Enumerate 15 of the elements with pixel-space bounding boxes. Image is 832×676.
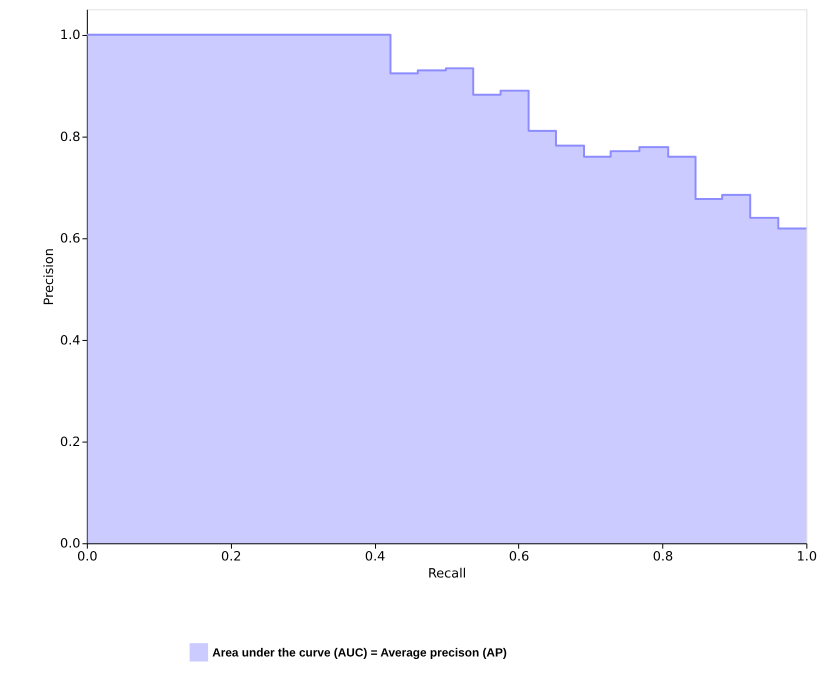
y-tick-label: 0.8 bbox=[60, 130, 80, 145]
x-tick-label: 0.0 bbox=[77, 550, 98, 565]
x-tick-label: 0.2 bbox=[221, 550, 242, 565]
y-tick-label: 0.2 bbox=[60, 434, 80, 450]
x-tick-label: 0.6 bbox=[508, 550, 530, 565]
x-tick-label: 0.8 bbox=[652, 550, 674, 565]
y-tick-label: 0.6 bbox=[60, 232, 80, 247]
y-tick-label: 0.0 bbox=[60, 536, 80, 552]
x-tick-label: 1.0 bbox=[796, 550, 818, 565]
y-axis-title: Precision bbox=[42, 248, 58, 306]
y-tick-label: 1.0 bbox=[60, 28, 80, 44]
legend-label: Area under the curve (AUC) = Average precison (AP) bbox=[212, 645, 507, 660]
x-axis-title: Recall bbox=[428, 566, 466, 582]
x-tick-label: 0.4 bbox=[364, 550, 386, 565]
y-tick-label: 0.4 bbox=[60, 333, 80, 348]
